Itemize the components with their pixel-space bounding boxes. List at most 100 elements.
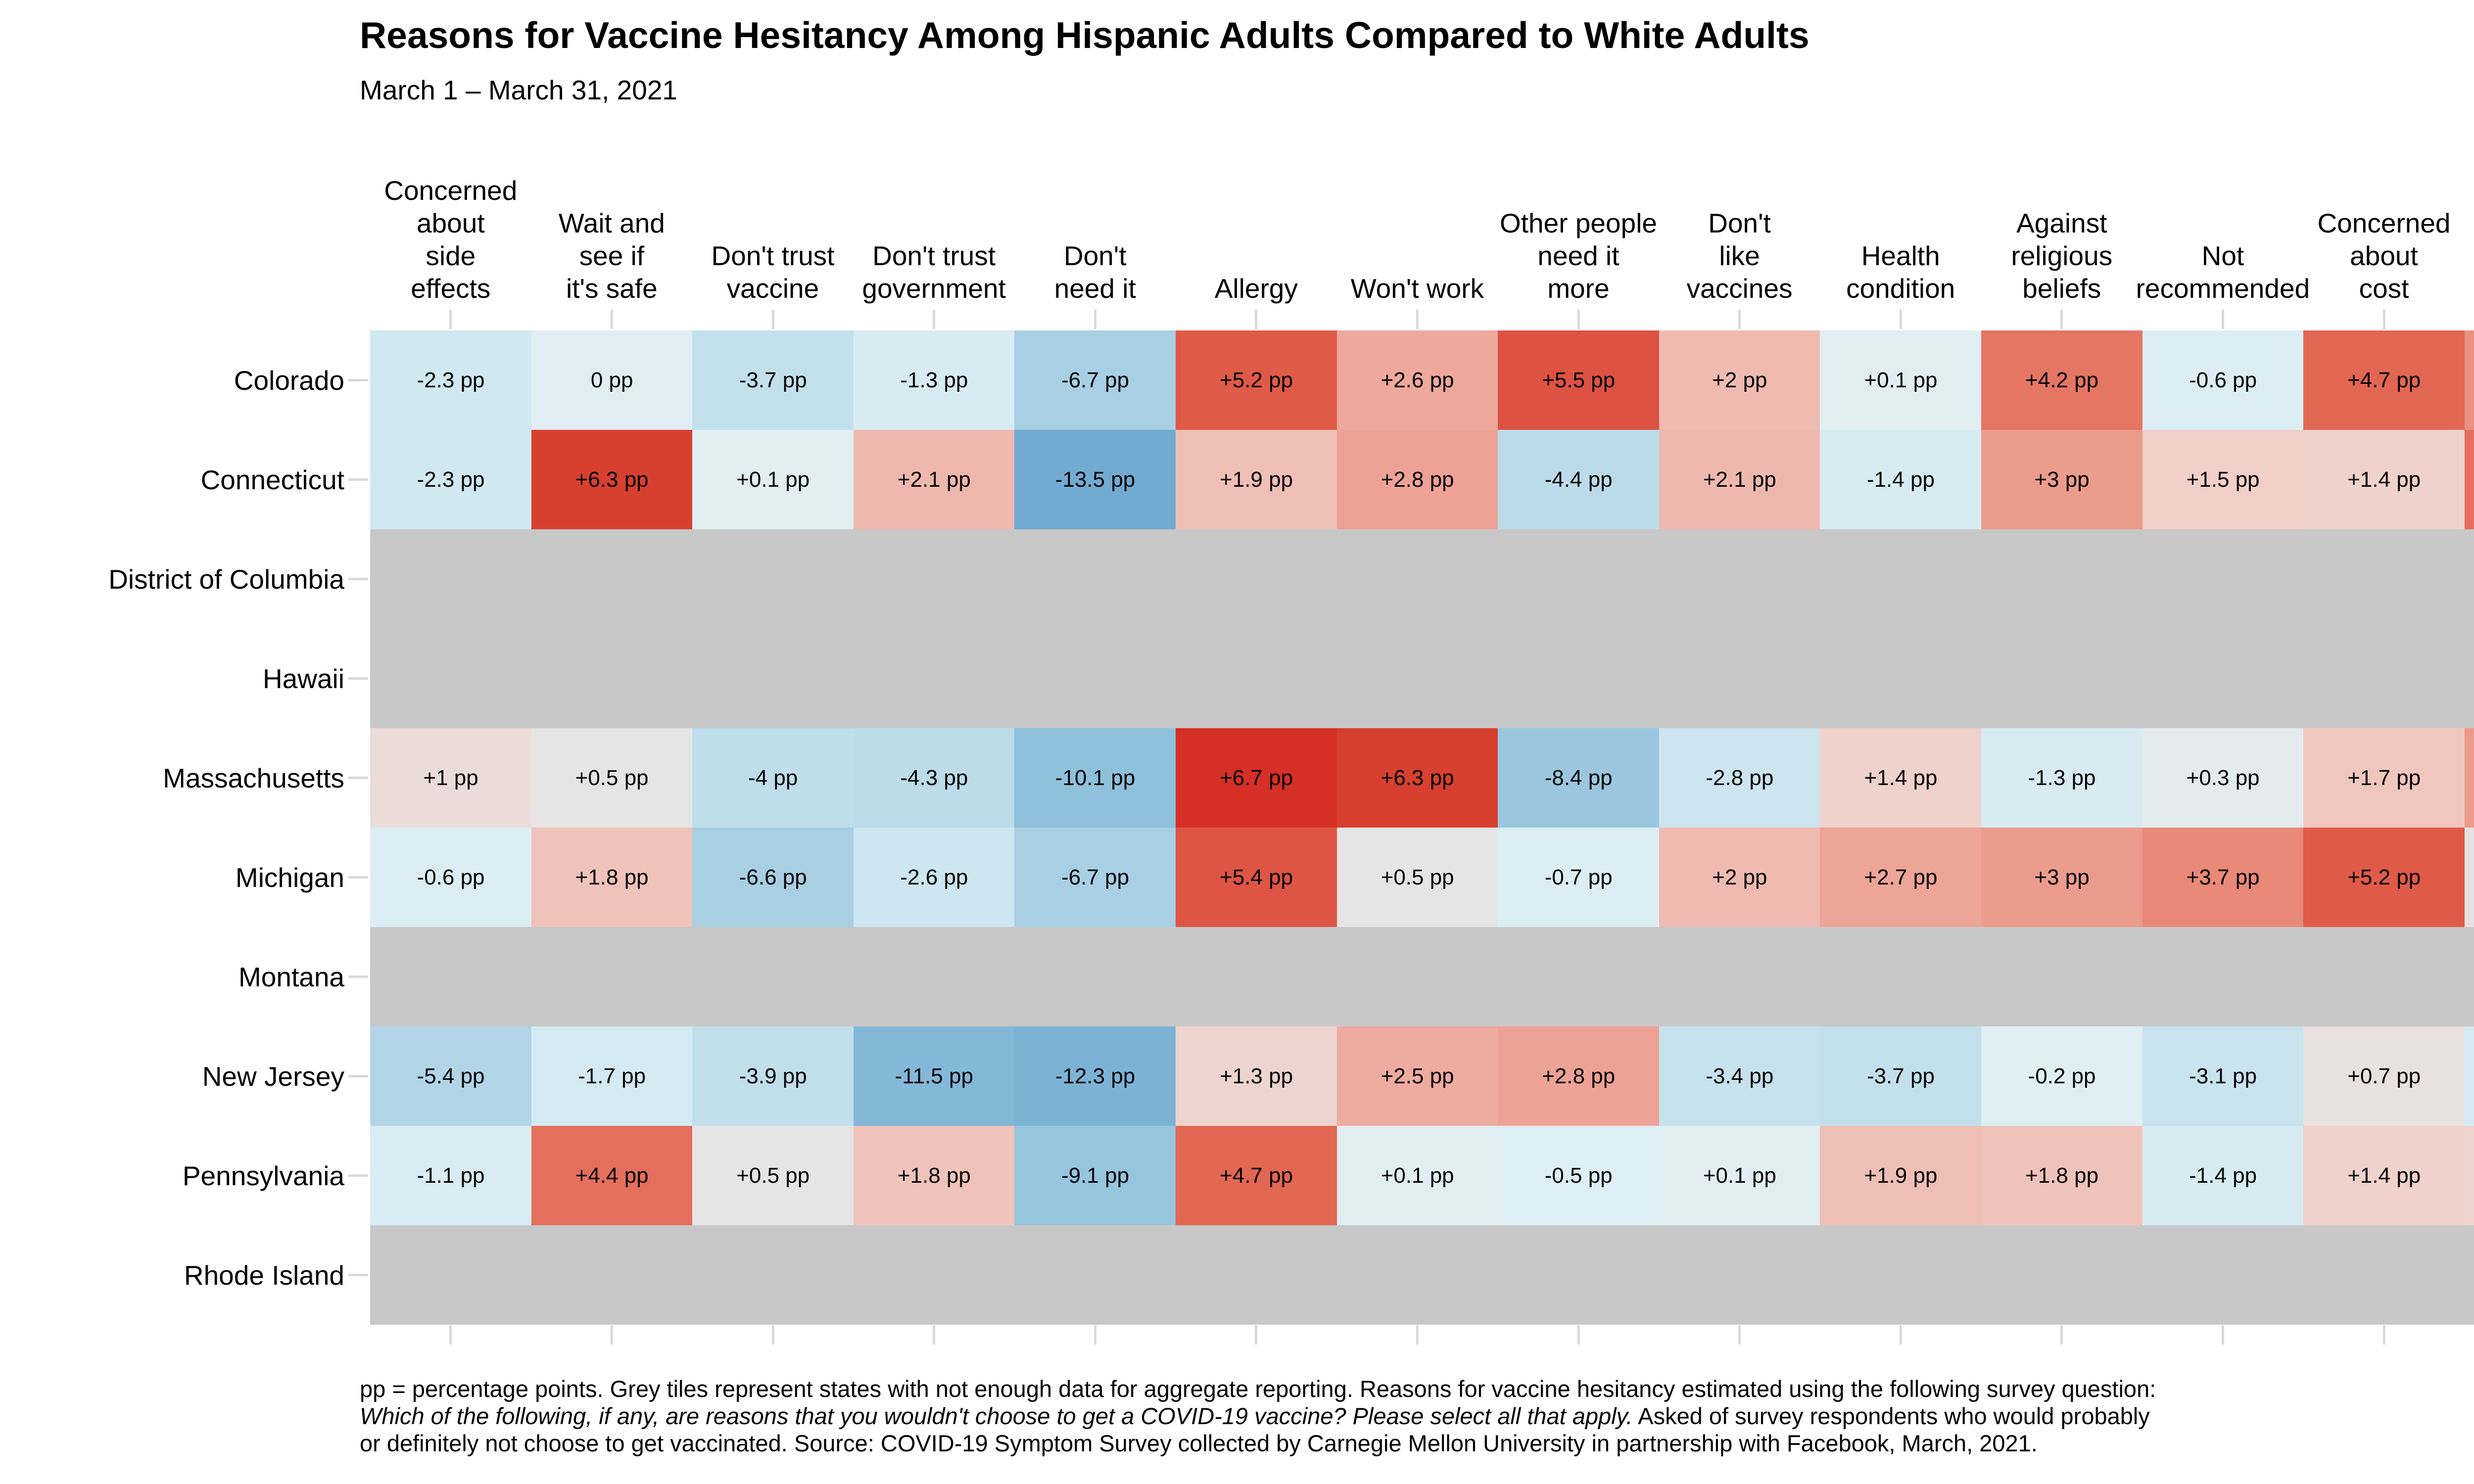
heatmap-cell-value: +3 pp: [2034, 865, 2090, 889]
column-header: Concerned about cost: [2317, 208, 2451, 304]
heatmap-cell: -4.4 pp: [1498, 430, 1660, 529]
axis-tick-top: [2382, 310, 2385, 329]
axis-tick-top: [2221, 310, 2224, 329]
heatmap-cell: -1.7 pp: [2464, 1026, 2474, 1126]
heatmap-cell-value: -3.7 pp: [739, 368, 807, 392]
heatmap-cell-value: -10.1 pp: [1055, 765, 1136, 790]
heatmap-cell-value: -0.6 pp: [417, 865, 485, 889]
heatmap-cell-value: +1 pp: [423, 765, 478, 790]
footnote-survey-question: Which of the following, if any, are reas…: [360, 1403, 1633, 1429]
column-header: Not recommended: [2136, 240, 2310, 304]
axis-tick-top: [1416, 310, 1419, 329]
heatmap-cell-value: +5.4 pp: [1220, 865, 1293, 889]
row-label: Massachusetts: [163, 762, 344, 793]
heatmap-cell-value: +0.1 pp: [736, 467, 810, 492]
heatmap-cell-value: +0.1 pp: [1864, 368, 1938, 392]
heatmap-cell: -12.3 pp: [1014, 1026, 1176, 1126]
axis-tick-bottom: [1738, 1325, 1741, 1345]
heatmap-cell-value: -1.3 pp: [2028, 765, 2096, 790]
heatmap-cell-value: -0.5 pp: [1544, 1163, 1613, 1188]
heatmap-cell-value: +1.5 pp: [2186, 467, 2260, 492]
heatmap-cell: +0.7 pp: [2303, 1026, 2465, 1126]
heatmap-cell: +1.7 pp: [2303, 728, 2465, 828]
heatmap-cell: +1.8 pp: [531, 828, 693, 927]
heatmap-cell-value: +2.8 pp: [1380, 467, 1454, 492]
heatmap-cell: -5.4 pp: [370, 1026, 532, 1126]
axis-tick-bottom: [1255, 1325, 1258, 1345]
row-label: Connecticut: [200, 464, 344, 495]
heatmap-cell-value: -0.2 pp: [2028, 1064, 2096, 1088]
heatmap-cell-value: +0.1 pp: [1380, 1163, 1454, 1188]
heatmap-cell: +2 pp: [1659, 828, 1820, 927]
heatmap-cell: +1.9 pp: [1176, 430, 1337, 529]
heatmap-cell: +0.1 pp: [1336, 1126, 1498, 1225]
footnote-line2-rest: Asked of survey respondents who would pr…: [1632, 1403, 2150, 1429]
heatmap-cell: +2.5 pp: [1336, 1026, 1498, 1126]
heatmap-cell: -0.6 pp: [370, 828, 532, 927]
heatmap-cell: -3.7 pp: [692, 330, 854, 430]
heatmap-cell-value: +3 pp: [2034, 467, 2090, 492]
axis-tick-bottom: [1577, 1325, 1580, 1345]
heatmap-cell: +3.5 pp: [2464, 330, 2474, 430]
column-header: Against religious beliefs: [2011, 208, 2113, 304]
heatmap-cell-value: -2.6 pp: [900, 865, 968, 889]
heatmap-cell-value: +5.5 pp: [1542, 368, 1616, 392]
heatmap-cell-value: -12.3 pp: [1055, 1064, 1136, 1088]
missing-data-row: [370, 927, 2474, 1026]
heatmap-cell: -1.7 pp: [531, 1026, 693, 1126]
row-label: New Jersey: [202, 1061, 344, 1092]
heatmap-cell-value: -6.7 pp: [1061, 368, 1129, 392]
heatmap-cell: -4.3 pp: [853, 728, 1015, 828]
heatmap-cell-value: +1.9 pp: [1864, 1163, 1938, 1188]
row-label: Hawaii: [262, 663, 344, 694]
heatmap-cell-value: +2 pp: [1712, 368, 1767, 392]
heatmap-cell-value: +2 pp: [1712, 865, 1767, 889]
heatmap-cell-value: -2.8 pp: [1706, 765, 1774, 790]
heatmap-cell: +1 pp: [370, 728, 532, 828]
row-label: Rhode Island: [184, 1259, 344, 1291]
heatmap-cell: +2 pp: [1659, 330, 1820, 430]
axis-tick-top: [449, 310, 452, 329]
row-label: Colorado: [234, 365, 344, 396]
axis-tick-left: [348, 777, 368, 779]
heatmap-cell: -13.5 pp: [1014, 430, 1176, 529]
heatmap-cell-value: +4.2 pp: [2025, 368, 2099, 392]
heatmap-cell-value: +4.7 pp: [1220, 1163, 1293, 1188]
heatmap-cell: +0.6 pp: [2464, 828, 2474, 927]
axis-tick-bottom: [1416, 1325, 1419, 1345]
heatmap-cell: +0.5 pp: [1336, 828, 1498, 927]
column-header: Wait and see if it's safe: [558, 208, 665, 304]
row-label: Michigan: [235, 862, 344, 893]
heatmap-cell-value: +3.7 pp: [2186, 865, 2260, 889]
axis-tick-left: [348, 478, 368, 481]
heatmap-cell-value: +6.3 pp: [1380, 765, 1454, 790]
axis-tick-top: [1738, 310, 1741, 329]
heatmap-cell: +2.8 pp: [1336, 430, 1498, 529]
axis-tick-top: [2060, 310, 2063, 329]
heatmap-cell-value: +6.3 pp: [575, 467, 649, 492]
heatmap-cell-value: -3.9 pp: [739, 1064, 807, 1088]
heatmap-cell-value: -1.1 pp: [417, 1163, 485, 1188]
column-header: Pregnancy: [2456, 272, 2474, 305]
footnote: pp = percentage points. Grey tiles repre…: [360, 1375, 2156, 1457]
missing-data-row: [370, 629, 2474, 728]
heatmap-cell-value: 0 pp: [590, 368, 633, 392]
column-header: Don't trust vaccine: [711, 240, 835, 304]
heatmap-cell-value: +2.6 pp: [1380, 368, 1454, 392]
heatmap-cell: +6.7 pp: [1176, 728, 1337, 828]
axis-tick-bottom: [1094, 1325, 1096, 1345]
heatmap-cell: +0.3 pp: [2142, 728, 2304, 828]
heatmap-cell: +2.6 pp: [1336, 330, 1498, 430]
heatmap-cell-value: +0.5 pp: [1380, 865, 1454, 889]
heatmap-cell-value: -3.7 pp: [1866, 1064, 1935, 1088]
axis-tick-bottom: [771, 1325, 774, 1345]
heatmap-cell-value: +4.7 pp: [2347, 368, 2421, 392]
heatmap-cell-value: -1.4 pp: [1866, 467, 1935, 492]
heatmap-cell-value: -6.6 pp: [739, 865, 807, 889]
missing-data-row: [370, 1225, 2474, 1325]
axis-tick-left: [348, 1274, 368, 1276]
heatmap-cell: +4.7 pp: [1176, 1126, 1337, 1225]
heatmap-cell-value: +1.7 pp: [2347, 765, 2421, 790]
axis-tick-bottom: [933, 1325, 936, 1345]
